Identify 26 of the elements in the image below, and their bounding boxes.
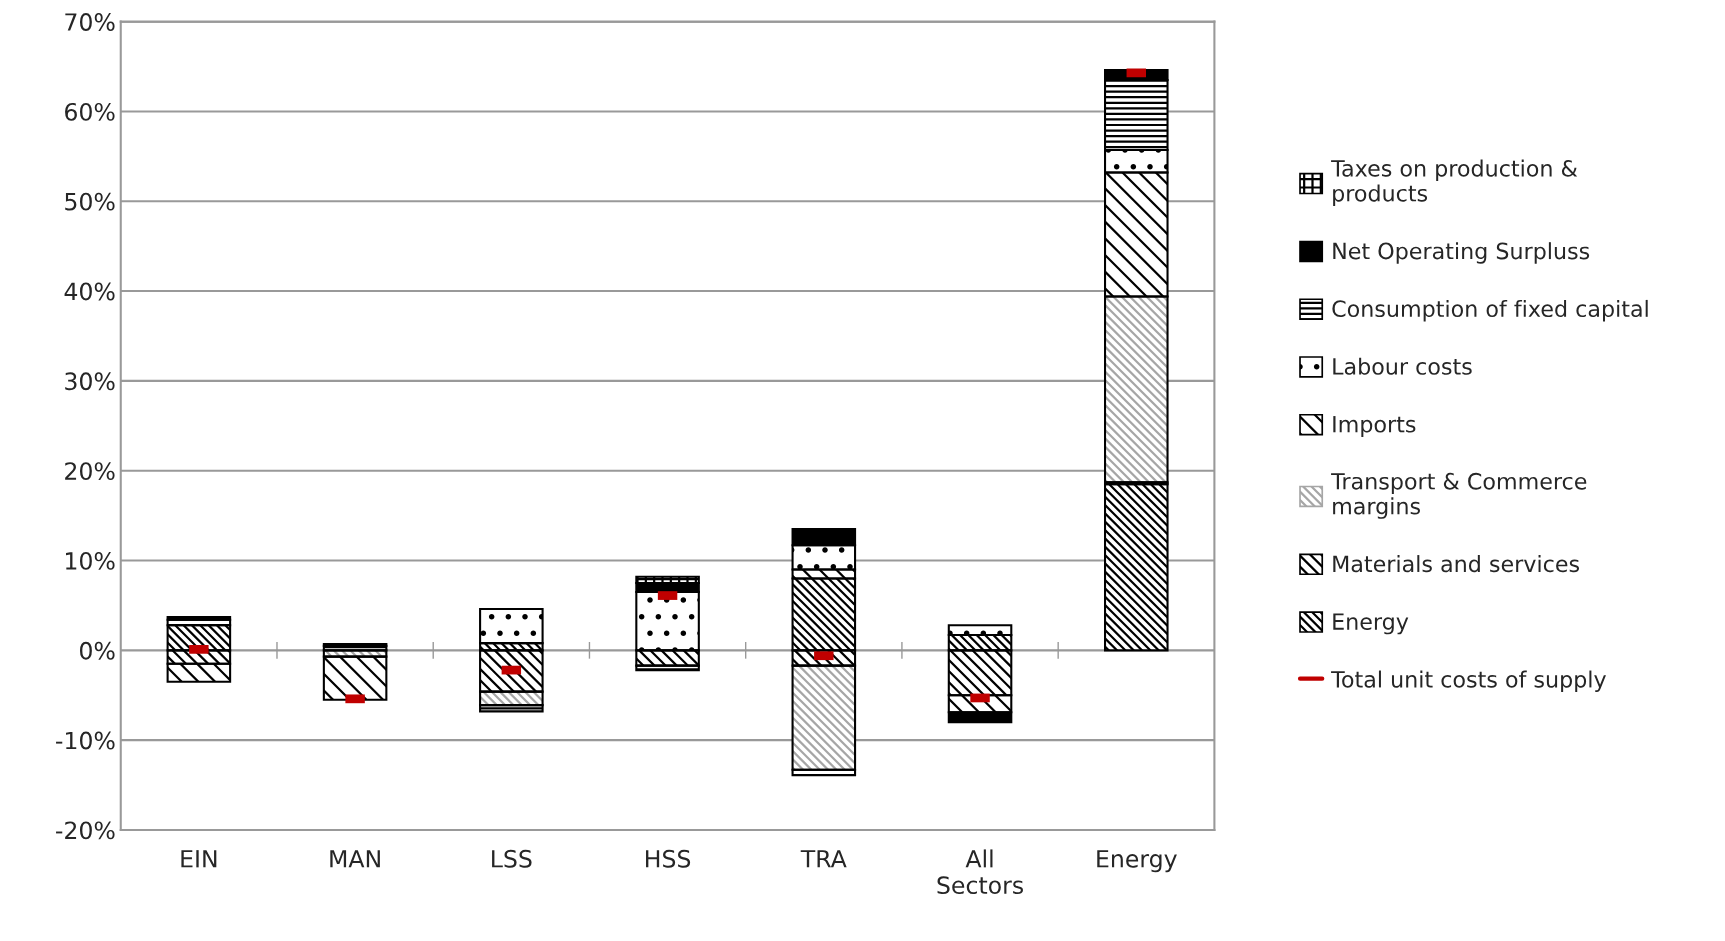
legend-label: Consumption of fixed capital xyxy=(1332,299,1648,322)
x-tick-label: LSS xyxy=(492,849,532,868)
y-tick-label: 40% xyxy=(64,282,115,301)
y-tick-label: -10% xyxy=(56,731,115,750)
x-tick-label: EIN xyxy=(181,850,217,868)
y-tick-label: 30% xyxy=(65,372,115,391)
legend-label: Transport & Commerce margins xyxy=(1331,472,1587,519)
x-tick-label: TRA xyxy=(800,850,847,868)
legend-label: Materials and services xyxy=(1333,555,1580,573)
y-tick-label: 70% xyxy=(65,13,115,31)
x-tick-label: Energy xyxy=(1097,850,1177,873)
y-tick-label: 50% xyxy=(65,192,115,211)
legend-label: Total unit costs of supply xyxy=(1331,670,1606,693)
legend-label: Energy xyxy=(1333,613,1409,635)
legend-label: Imports xyxy=(1333,416,1416,437)
y-tick-label: 10% xyxy=(66,551,115,570)
legend-label: Net Operating Surpluss xyxy=(1333,242,1590,264)
x-tick-label: All Sectors xyxy=(937,849,1023,895)
y-tick-label: 60% xyxy=(65,102,115,121)
x-tick-label: MAN xyxy=(330,850,380,868)
legend-label: Labour costs xyxy=(1333,357,1472,375)
y-tick-label: -20% xyxy=(56,821,115,840)
legend-label: Taxes on production & products xyxy=(1331,159,1578,206)
y-tick-label: 0% xyxy=(79,641,115,660)
x-tick-label: HSS xyxy=(646,849,691,868)
y-tick-label: 20% xyxy=(65,462,115,481)
